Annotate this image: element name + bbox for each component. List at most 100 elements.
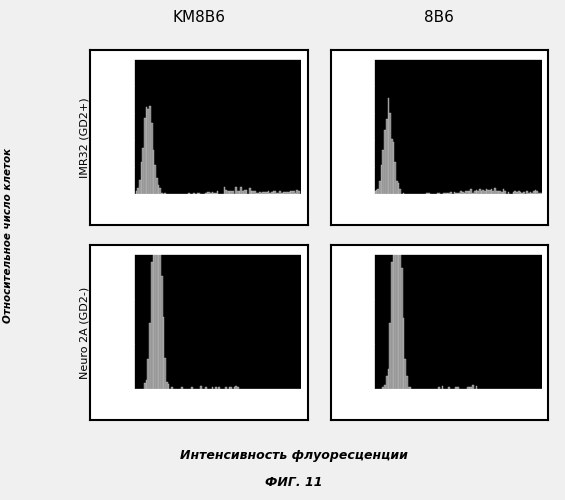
Bar [263, 192, 264, 194]
Bar [168, 384, 169, 388]
Bar [393, 142, 394, 194]
Bar [149, 106, 151, 194]
Text: Интенсивность флуоресценции: Интенсивность флуоресценции [180, 448, 408, 462]
Bar [513, 192, 515, 194]
Bar [273, 192, 275, 194]
Bar [158, 132, 159, 388]
Bar [398, 178, 399, 388]
Bar [501, 192, 503, 194]
Bar [294, 193, 296, 194]
Bar [489, 190, 491, 194]
Y-axis label: Counts: Counts [110, 114, 116, 138]
Bar [405, 360, 406, 388]
Bar [188, 193, 190, 194]
Bar [154, 164, 156, 194]
Bar [479, 189, 481, 194]
Bar [427, 193, 428, 194]
Bar [227, 192, 229, 194]
Bar [531, 193, 533, 194]
Bar [437, 193, 438, 194]
Bar [491, 189, 493, 194]
Bar [266, 192, 268, 194]
Bar [212, 192, 214, 194]
Bar [159, 188, 161, 194]
Bar [533, 191, 534, 194]
Bar [296, 190, 298, 194]
Bar [403, 318, 405, 388]
Bar [198, 193, 200, 194]
Bar [288, 192, 289, 194]
Bar [164, 358, 166, 388]
Bar [291, 192, 293, 194]
Bar [442, 386, 444, 388]
Bar [285, 192, 286, 194]
Bar [158, 186, 159, 194]
Bar [467, 192, 469, 194]
Bar [276, 193, 278, 194]
Bar [241, 188, 242, 194]
Bar [264, 192, 266, 194]
Bar [217, 191, 219, 194]
Bar [207, 192, 208, 194]
Bar [153, 208, 154, 388]
Bar [139, 180, 141, 194]
Bar [166, 382, 168, 388]
Bar [399, 190, 401, 194]
Bar [399, 226, 401, 388]
Bar [293, 191, 294, 194]
Bar [471, 190, 472, 194]
Bar [476, 386, 477, 388]
Bar [472, 385, 474, 388]
Bar [389, 324, 391, 388]
Bar [538, 193, 540, 194]
Bar [445, 193, 447, 194]
Bar [477, 192, 479, 194]
Bar [149, 324, 151, 388]
Bar [379, 182, 381, 194]
Bar [459, 193, 460, 194]
Bar [449, 193, 450, 194]
Bar [481, 191, 483, 194]
Bar [271, 192, 273, 194]
Bar [523, 192, 525, 194]
Bar [283, 192, 285, 194]
Bar [142, 148, 144, 194]
Bar [488, 190, 489, 194]
Bar [486, 189, 488, 194]
Bar [137, 188, 139, 194]
Text: Neuro 2A (GD2-): Neuro 2A (GD2-) [80, 286, 90, 378]
Bar [515, 191, 516, 194]
Bar [503, 189, 505, 194]
Bar [163, 316, 164, 388]
Bar [386, 120, 388, 194]
Bar [383, 150, 384, 194]
Bar [484, 191, 486, 194]
Bar [261, 193, 263, 194]
Bar [393, 200, 394, 388]
Bar [200, 386, 202, 388]
Bar [270, 193, 271, 194]
Bar [136, 191, 137, 194]
Bar [450, 192, 452, 194]
Bar [444, 193, 445, 194]
X-axis label: FL1-H: FL1-H [447, 404, 468, 410]
Bar [476, 190, 477, 194]
Bar [466, 191, 467, 194]
Bar [474, 192, 476, 194]
Bar [253, 192, 254, 194]
Bar [536, 192, 538, 194]
X-axis label: FL1-H: FL1-H [447, 210, 468, 216]
X-axis label: FL1-H: FL1-H [207, 210, 228, 216]
Bar [289, 192, 291, 194]
Bar [236, 386, 237, 388]
Bar [391, 139, 393, 194]
Bar [146, 108, 147, 194]
Bar [156, 178, 158, 194]
Bar [210, 193, 212, 194]
Bar [159, 206, 161, 388]
Bar [483, 190, 484, 194]
Bar [256, 193, 258, 194]
Bar [244, 190, 246, 194]
Bar [246, 190, 247, 194]
Text: ФИГ. 11: ФИГ. 11 [265, 476, 323, 489]
